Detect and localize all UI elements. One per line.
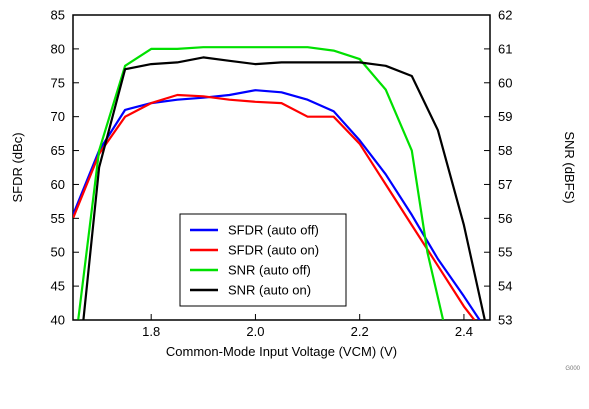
y-right-tick-label: 54	[498, 279, 512, 294]
series-layer	[73, 46, 486, 320]
plot-area	[72, 14, 491, 321]
y-left-tick-label: 60	[51, 177, 65, 192]
series-line-1	[73, 93, 476, 320]
figure-code: G000	[565, 366, 580, 372]
series-line-3	[82, 56, 486, 320]
plot-frame	[72, 14, 491, 321]
y-right-tick-label: 58	[498, 143, 512, 158]
y-left-tick-label: 85	[51, 8, 65, 23]
y-right-tick-label: 62	[498, 8, 512, 23]
x-tick-label: 1.8	[142, 324, 160, 339]
y-right-tick-label: 55	[498, 245, 512, 260]
y-left-tick-label: 80	[51, 41, 65, 56]
series-line-0	[73, 89, 481, 320]
y-left-tick-label: 75	[51, 75, 65, 90]
legend-label-1: SFDR (auto on)	[228, 243, 319, 258]
x-tick-label: 2.0	[246, 324, 264, 339]
y-right-tick-label: 53	[498, 313, 512, 328]
y-left-tick-label: 50	[51, 245, 65, 260]
series-line-2	[77, 46, 445, 320]
y-axis-right-label: SNR (dBFS)	[562, 131, 577, 203]
y-right-tick-label: 57	[498, 177, 512, 192]
y-left-tick-label: 55	[51, 211, 65, 226]
y-right-tick-label: 60	[498, 75, 512, 90]
y-left-tick-label: 70	[51, 109, 65, 124]
y-left-tick-label: 40	[51, 313, 65, 328]
legend-label-0: SFDR (auto off)	[228, 223, 319, 238]
y-axis-left-label: SFDR (dBc)	[10, 132, 25, 202]
y-right-tick-label: 59	[498, 109, 512, 124]
y-right-tick-label: 56	[498, 211, 512, 226]
legend-label-2: SNR (auto off)	[228, 263, 311, 278]
y-left-tick-label: 45	[51, 279, 65, 294]
x-tick-label: 2.4	[455, 324, 473, 339]
y-left-tick-label: 65	[51, 143, 65, 158]
ticks-layer: 1.8 2.0 2.2 2.4 40 45 50 55 60 65 70 75 80 85 53 54 55 56…	[51, 8, 513, 340]
legend: SFDR (auto off) SFDR (auto on) SNR (auto o…	[179, 213, 347, 307]
legend-label-3: SNR (auto on)	[228, 283, 311, 298]
x-tick-label: 2.2	[351, 324, 369, 339]
x-axis-label: Common-Mode Input Voltage (VCM) (V)	[166, 344, 397, 359]
y-right-tick-label: 61	[498, 41, 512, 56]
